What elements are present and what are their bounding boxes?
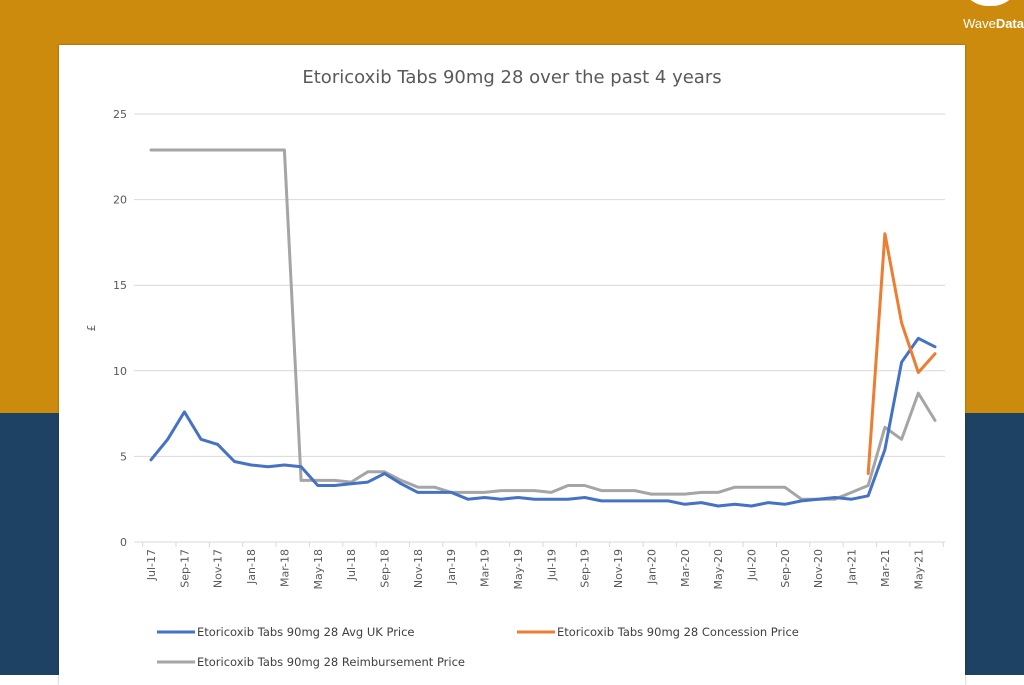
legend-label: Etoricoxib Tabs 90mg 28 Avg UK Price: [197, 625, 415, 639]
x-tick-label: Nov-20: [812, 549, 825, 588]
series-line-0: [149, 336, 937, 508]
logo-text-light: Wave: [963, 16, 996, 31]
x-tick-label: Sep-20: [779, 549, 792, 588]
x-tick-label: Mar-18: [278, 549, 291, 587]
x-tick-label: May-20: [712, 549, 725, 590]
x-tick-label: Sep-17: [178, 549, 191, 588]
logo-text-bold: Data: [995, 16, 1024, 31]
data-series: [149, 148, 937, 508]
x-tick-label: Sep-19: [579, 549, 592, 588]
gridlines: [134, 113, 945, 457]
y-tick-label: 15: [113, 279, 127, 292]
x-tick-label: Mar-19: [479, 549, 492, 587]
chart-card: Etoricoxib Tabs 90mg 28 over the past 4 …: [59, 45, 965, 685]
wavedata-logo: WaveData: [944, 0, 1024, 36]
y-axis-ticks: 0 5 10 15 20 25: [113, 108, 127, 549]
logo-text: WaveData: [963, 16, 1024, 31]
y-tick-label: 0: [120, 536, 127, 549]
line-chart: Etoricoxib Tabs 90mg 28 over the past 4 …: [85, 67, 945, 669]
x-tick-label: Jan-20: [645, 549, 658, 585]
x-tick-label: Jan-18: [245, 549, 258, 585]
x-tick-label: Jul-19: [545, 549, 558, 581]
x-tick-label: Nov-17: [212, 549, 225, 588]
y-tick-label: 5: [120, 450, 127, 463]
x-tick-label: May-19: [512, 549, 525, 590]
legend-label: Etoricoxib Tabs 90mg 28 Reimbursement Pr…: [197, 655, 465, 669]
series-line-1: [866, 232, 937, 475]
x-tick-label: Nov-18: [412, 549, 425, 588]
y-axis-label: £: [85, 325, 98, 332]
x-tick-label: Jan-19: [445, 549, 458, 585]
legend-label: Etoricoxib Tabs 90mg 28 Concession Price: [557, 625, 799, 639]
x-tick-label: Sep-18: [379, 549, 392, 588]
chart-title: Etoricoxib Tabs 90mg 28 over the past 4 …: [302, 67, 721, 88]
series-line-2: [149, 148, 937, 501]
x-tick-label: Nov-19: [612, 549, 625, 588]
legend: Etoricoxib Tabs 90mg 28 Avg UK Price Etor…: [157, 625, 799, 669]
logo-wave-icon: [960, 0, 1020, 6]
x-tick-label: Mar-20: [679, 549, 692, 587]
x-tick-label: May-21: [912, 549, 925, 590]
y-tick-label: 20: [113, 194, 127, 207]
x-tick-label: Jul-20: [745, 549, 758, 581]
x-tick-label: Jul-17: [145, 549, 158, 581]
x-axis: Jul-17 Sep-17 Nov-17 Jan-18 Mar-18 May-18 Jul-…: [134, 541, 945, 590]
x-tick-label: Mar-21: [879, 549, 892, 587]
x-tick-label: May-18: [312, 549, 325, 590]
x-tick-label: Jul-18: [345, 549, 358, 581]
y-tick-label: 10: [113, 365, 127, 378]
x-tick-label: Jan-21: [846, 549, 859, 585]
y-tick-label: 25: [113, 108, 127, 121]
